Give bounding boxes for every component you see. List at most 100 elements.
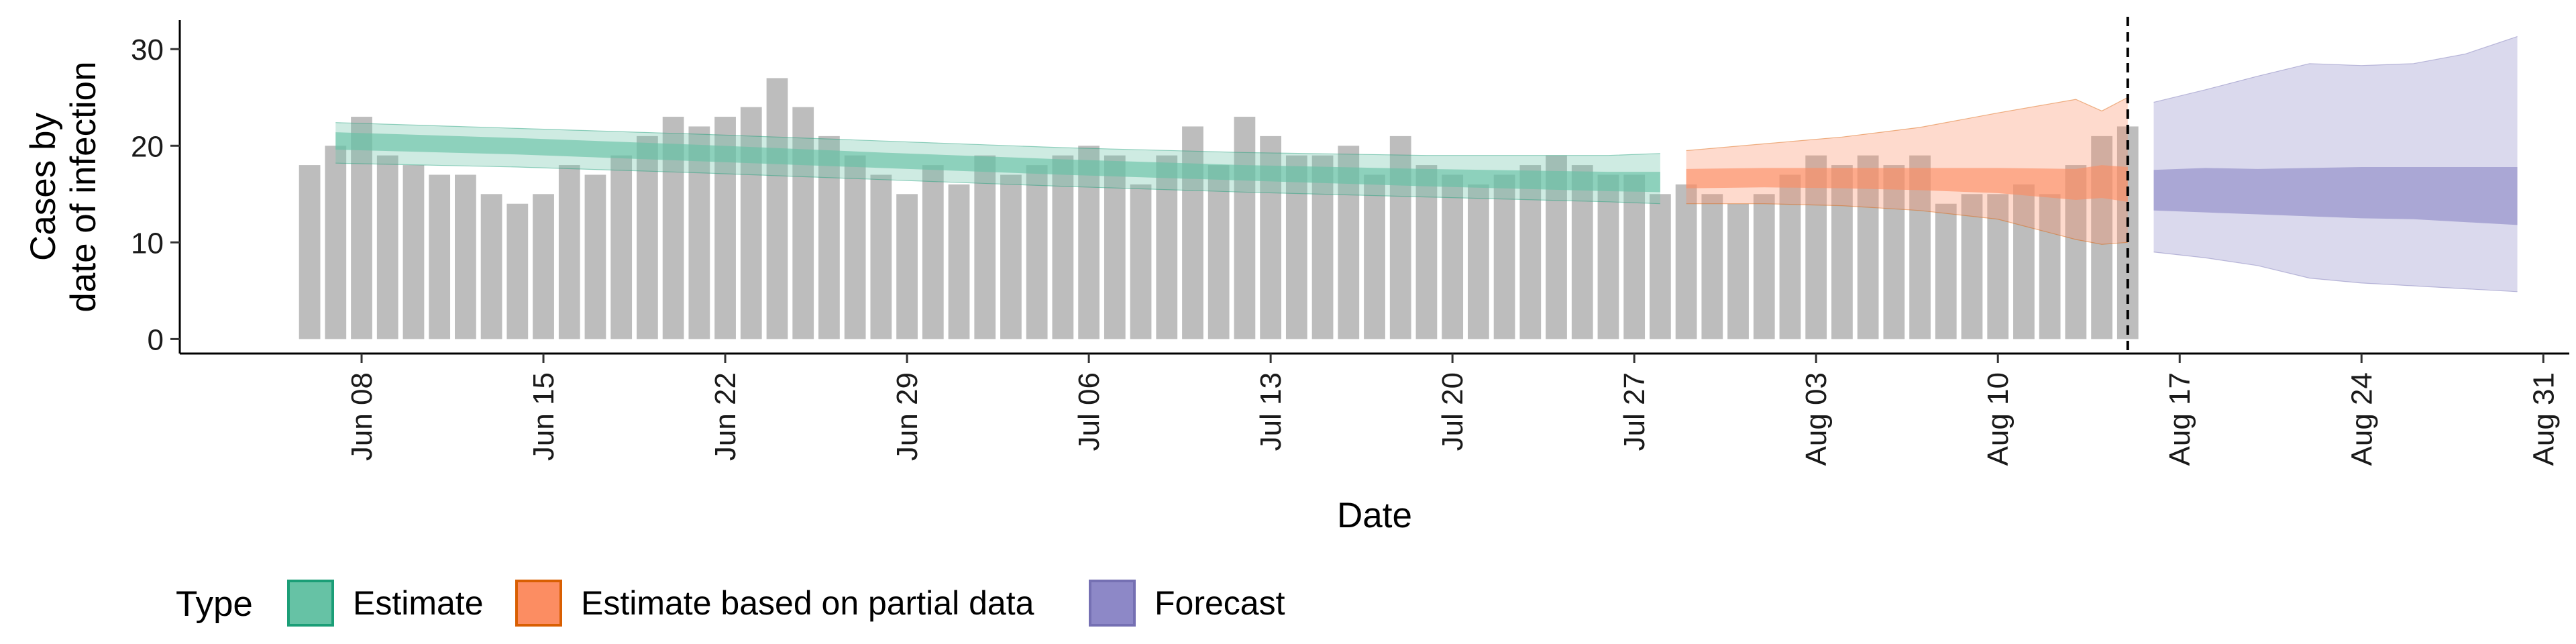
x-tick-label: Jul 27 (1618, 372, 1651, 451)
bar (1571, 165, 1593, 339)
bar (351, 117, 372, 339)
bar (1130, 184, 1152, 339)
legend-label: Estimate (353, 584, 484, 622)
y-axis-title-line: date of infection (64, 61, 103, 312)
bar (1987, 194, 2009, 339)
bar (1468, 184, 1489, 339)
x-tick-label: Jul 06 (1073, 372, 1106, 451)
x-tick-label: Aug 17 (2163, 372, 2196, 466)
bar (1493, 174, 1515, 339)
legend: Type Estimate Estimate based on partial da… (176, 580, 1285, 627)
bar (1234, 117, 1256, 339)
bars-layer (299, 78, 2139, 339)
bar (610, 155, 633, 339)
bar (455, 174, 476, 339)
bar (1779, 174, 1801, 339)
bar (429, 174, 451, 339)
bar (1285, 155, 1307, 339)
x-tick-label: Aug 10 (1982, 372, 2015, 466)
bar (1623, 174, 1646, 339)
x-tick-label: Aug 24 (2345, 372, 2378, 466)
bar (766, 78, 788, 339)
bar (1650, 194, 1671, 339)
partial-estimate-band-50 (1686, 165, 2128, 202)
y-axis-title-line: Cases by (23, 113, 63, 261)
bar (1078, 146, 1099, 339)
bar (584, 174, 606, 339)
bar (1052, 155, 1074, 339)
partial-estimate-edge-upper (1686, 97, 2129, 152)
bar (1597, 174, 1619, 339)
legend-label: Forecast (1155, 584, 1285, 622)
x-tick-label: Jul 13 (1254, 372, 1287, 451)
bar (2039, 194, 2061, 339)
legend-title: Type (176, 584, 253, 624)
bar (480, 194, 502, 339)
bar (1831, 165, 1853, 339)
y-tick-label: 30 (131, 34, 164, 66)
legend-swatch (515, 580, 562, 627)
forecast-band-50 (2153, 166, 2518, 225)
bar (1364, 174, 1385, 339)
forecast-band-90 (2153, 36, 2518, 292)
bar (792, 107, 814, 339)
y-tick-label: 0 (148, 323, 164, 356)
forecast-edge-upper (2153, 36, 2518, 103)
estimate-edge-lower (335, 162, 1660, 205)
bar (533, 194, 554, 339)
bar (558, 165, 580, 339)
axes-layer: 0 10 20 30 Jun 08 Jun 15 Jun 22 Jun 29 Jul 06 Jul… (23, 20, 2569, 535)
legend-swatch (287, 580, 334, 627)
bar (376, 155, 398, 339)
bar (506, 203, 529, 339)
bar (1935, 203, 1957, 339)
x-tick-label: Jun 22 (709, 372, 742, 461)
bar (818, 136, 840, 339)
bar (1182, 126, 1203, 339)
bar (1026, 165, 1048, 339)
bar (402, 165, 425, 339)
bar (1442, 174, 1464, 339)
x-axis-title: Date (1337, 496, 1412, 535)
estimate-edge-upper (335, 122, 1660, 156)
x-tick-label: Jun 29 (891, 372, 924, 461)
bar (1961, 194, 1983, 339)
bar (1519, 165, 1542, 339)
legend-label: Estimate based on partial data (581, 584, 1034, 622)
bar (1753, 194, 1775, 339)
bar (2013, 184, 2035, 339)
forecast-edge-lower (2153, 252, 2518, 292)
bar (1701, 194, 1723, 339)
bar (1104, 155, 1126, 339)
bar (637, 136, 658, 339)
bar (1727, 203, 1749, 339)
y-tick-label: 20 (131, 130, 164, 163)
x-tick-label: Aug 31 (2527, 372, 2560, 466)
bar (896, 194, 918, 339)
x-tick-label: Jun 15 (527, 372, 560, 461)
y-axis-title: Cases bydate of infection (23, 61, 103, 312)
bar (1415, 165, 1438, 339)
bar (299, 165, 321, 339)
bar (922, 165, 944, 339)
bar (948, 184, 970, 339)
bar (844, 155, 866, 339)
bar (1208, 165, 1230, 339)
legend-swatch (1089, 580, 1136, 627)
bands-layer (335, 17, 2518, 354)
x-tick-label: Jul 20 (1436, 372, 1469, 451)
bar (1311, 155, 1334, 339)
x-tick-label: Jun 08 (345, 372, 378, 461)
x-tick-label: Aug 03 (1800, 372, 1833, 466)
bar (740, 107, 762, 339)
bar (1675, 184, 1697, 339)
partial-estimate-edge-lower (1686, 203, 2128, 245)
bar (1156, 155, 1178, 339)
y-tick-label: 10 (131, 227, 164, 260)
bar (974, 155, 996, 339)
bar (1883, 165, 1905, 339)
estimate-band-50 (335, 132, 1660, 193)
bar (1000, 174, 1022, 339)
bar (325, 146, 347, 339)
